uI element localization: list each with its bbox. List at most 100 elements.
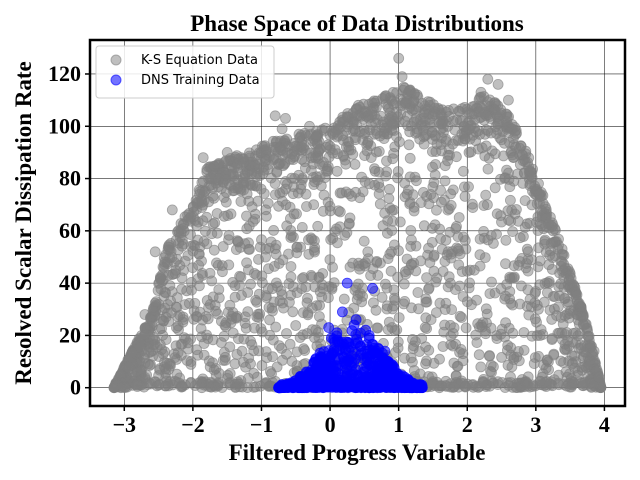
ks-point-2423 (459, 381, 471, 393)
ks-point-2039 (198, 235, 210, 247)
ks-point-1728 (193, 248, 205, 260)
ks-point-1853 (582, 330, 594, 342)
ks-point-2399 (159, 380, 171, 392)
ks-point-2184 (500, 317, 512, 329)
ks-point-1523 (374, 198, 386, 210)
ks-point-2160 (573, 298, 584, 310)
ks-point-2097 (453, 105, 465, 117)
ks-point-393 (381, 227, 393, 239)
ks-point-1483 (303, 234, 314, 246)
ks-point-1799 (336, 187, 348, 199)
ks-point-1870 (309, 241, 321, 253)
ks-point-1934 (213, 292, 225, 304)
ks-point-1285 (268, 260, 280, 272)
ks-point-1567 (243, 352, 255, 364)
ks-point-2038 (411, 126, 423, 138)
ks-point-1676 (529, 313, 541, 325)
ks-point-2432 (492, 376, 504, 388)
ks-point-2175 (405, 225, 417, 236)
ks-point-1740 (362, 137, 374, 149)
ks-point-1658 (457, 355, 469, 367)
ks-point-1274 (220, 317, 232, 329)
ks-point-2179 (567, 336, 578, 348)
ks-point-1802 (358, 235, 370, 247)
ks-point-2188 (331, 165, 343, 177)
ks-point-1684 (500, 258, 511, 270)
ks-point-2148 (208, 160, 220, 172)
ks-point-1335 (285, 271, 297, 283)
ks-point-1377 (352, 278, 364, 290)
ks-point-2140 (232, 166, 244, 178)
ks-point-1163 (286, 172, 298, 184)
dns-point-925 (331, 327, 343, 339)
ks-point-1683 (408, 201, 420, 213)
ks-point-2434 (248, 381, 260, 393)
ks-point-1423 (437, 341, 449, 352)
ks-point-2198 (296, 174, 308, 186)
ks-point-1403 (224, 299, 236, 311)
ks-point-2144 (193, 259, 205, 271)
ks-point-1090 (403, 139, 415, 151)
dns-point-916 (367, 380, 379, 391)
ks-point-1568 (242, 264, 254, 276)
ks-point-2463 (362, 110, 374, 122)
ks-point-1694 (216, 260, 228, 272)
ks-point-1231 (312, 220, 324, 232)
ks-point-902 (518, 344, 530, 356)
ks-point-2459 (280, 113, 291, 124)
ks-point-670 (475, 361, 487, 373)
ks-point-1875 (306, 302, 318, 314)
ks-point-2117 (178, 219, 189, 231)
ks-point-2016 (289, 141, 300, 152)
ks-point-1250 (269, 243, 281, 255)
ks-point-2162 (445, 199, 457, 211)
ks-point-2087 (277, 354, 288, 366)
ks-point-2078 (542, 354, 553, 366)
ks-point-2125 (339, 229, 351, 241)
ks-point-2157 (315, 180, 327, 192)
ks-point-1032 (242, 306, 254, 318)
ks-point-2453 (379, 92, 391, 103)
ks-point-2101 (425, 188, 437, 200)
ks-point-2066 (254, 170, 266, 182)
ks-point-1535 (275, 285, 287, 297)
ks-point-2129 (583, 355, 595, 367)
ks-point-2165 (185, 211, 197, 223)
ks-point-2177 (391, 106, 403, 118)
ks-point-1920 (321, 165, 332, 177)
ks-point-1585 (504, 194, 516, 206)
ks-point-2064 (205, 173, 216, 184)
ks-point-2455 (475, 86, 487, 98)
ks-point-2191 (191, 311, 203, 323)
ks-point-1546 (302, 292, 313, 304)
ks-point-2092 (248, 367, 260, 379)
ks-point-1974 (476, 321, 488, 333)
ks-point-2478 (593, 371, 605, 383)
ks-point-2035 (464, 108, 475, 120)
ks-point-1415 (365, 270, 377, 281)
ks-point-1538 (245, 278, 256, 290)
ks-point-2456 (492, 79, 504, 90)
ks-point-2451 (396, 71, 408, 82)
dns-point-913 (408, 381, 420, 393)
ks-point-1387 (487, 361, 499, 373)
ks-point-1384 (461, 296, 473, 308)
x-tick-label-5: 2 (462, 412, 473, 437)
ks-point-2147 (123, 361, 135, 373)
ks-point-2040 (540, 221, 552, 233)
dns-point-906 (327, 380, 339, 392)
ks-point-1769 (546, 313, 558, 325)
dns-point-919 (376, 380, 388, 392)
dns-point-922 (336, 306, 348, 318)
ks-point-2053 (526, 167, 538, 178)
ks-point-1588 (251, 269, 262, 281)
ks-point-1004 (268, 224, 280, 236)
ks-point-1665 (443, 271, 455, 283)
ks-point-1913 (431, 204, 442, 216)
ks-point-642 (494, 173, 506, 185)
ks-point-1881 (349, 158, 361, 170)
ks-point-1924 (284, 338, 296, 350)
ks-point-2457 (502, 94, 514, 106)
ks-point-873 (252, 195, 264, 207)
ks-point-1520 (399, 177, 411, 189)
